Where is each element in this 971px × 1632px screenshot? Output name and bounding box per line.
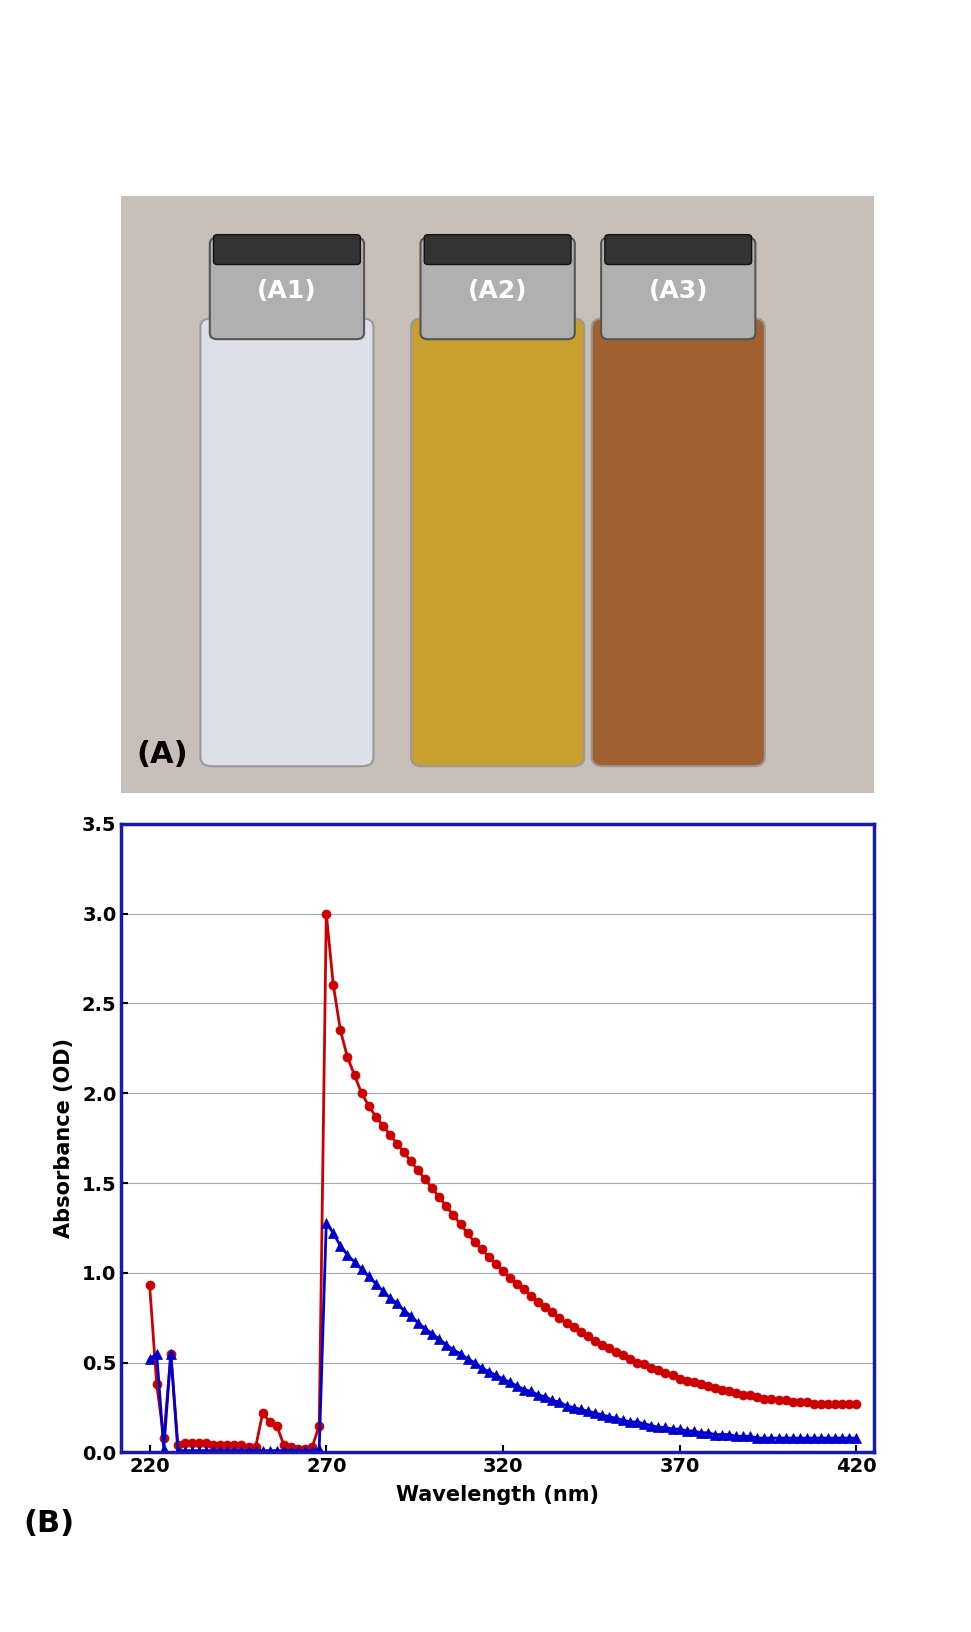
Y-axis label: Absorbance (OD): Absorbance (OD) [53,1038,74,1239]
FancyBboxPatch shape [605,235,752,264]
Text: (A3): (A3) [649,279,708,304]
FancyBboxPatch shape [200,318,374,767]
FancyBboxPatch shape [420,238,575,339]
FancyBboxPatch shape [210,238,364,339]
Text: (A1): (A1) [257,279,317,304]
Text: (B): (B) [23,1510,75,1537]
Text: (A): (A) [136,741,188,769]
FancyBboxPatch shape [424,235,571,264]
FancyBboxPatch shape [411,318,585,767]
FancyBboxPatch shape [591,318,765,767]
FancyBboxPatch shape [601,238,755,339]
Text: (A2): (A2) [468,279,527,304]
X-axis label: Wavelength (nm): Wavelength (nm) [396,1485,599,1505]
FancyBboxPatch shape [214,235,360,264]
